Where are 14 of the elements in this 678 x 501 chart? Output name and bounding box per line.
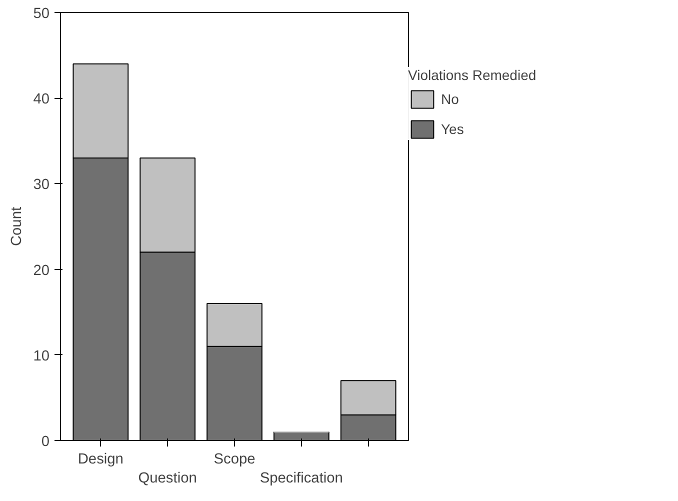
legend-label: No [441, 91, 460, 107]
x-tick-label: Design [78, 452, 124, 468]
x-tick-label: Specification [260, 470, 343, 487]
x-tick-label: Question [138, 470, 197, 487]
y-axis-title: Count [9, 206, 26, 246]
y-tick-label: 50 [33, 6, 50, 22]
y-tick-label: 30 [33, 177, 50, 194]
legend-title: Violations Remedied [408, 67, 536, 83]
y-tick-label: 20 [33, 262, 50, 279]
y-tick-label: 10 [33, 348, 50, 364]
legend-label: Yes [441, 121, 464, 137]
x-tick-label: Scope [214, 452, 256, 468]
y-tick-label: 0 [41, 434, 50, 450]
y-tick-label: 40 [33, 92, 50, 108]
